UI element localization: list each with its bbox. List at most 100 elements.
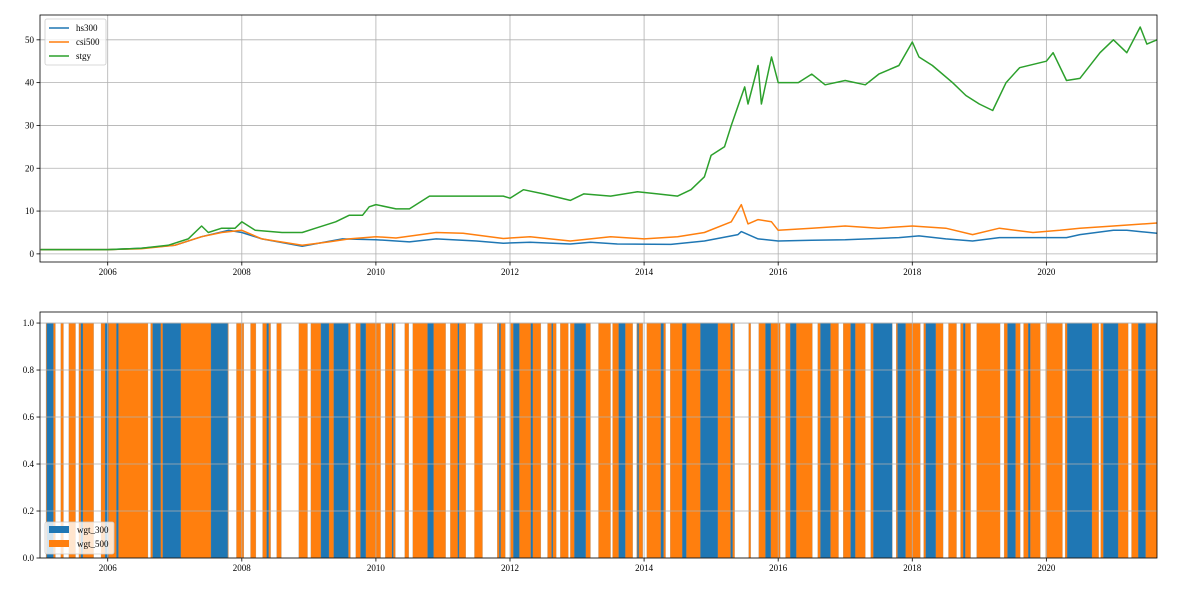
x-tick-label: 2016 [769, 563, 788, 573]
x-tick-label: 2006 [99, 267, 118, 277]
bar-wgt-500 [474, 322, 483, 558]
series-line-csi500 [40, 203, 1157, 251]
bar-wgt-300 [427, 322, 434, 558]
legend-label: wgt_300 [77, 525, 109, 535]
series-line-hs300 [40, 229, 1157, 251]
bar-wgt-300 [333, 322, 349, 558]
plot-area [40, 26, 1157, 251]
bar-wgt-300 [700, 322, 719, 558]
bar-wgt-300 [320, 322, 330, 558]
bar-wgt-300 [360, 322, 367, 558]
bar-wgt-300 [391, 322, 394, 558]
y-tick-label: 0.0 [23, 553, 35, 563]
bar-wgt-500 [250, 322, 257, 558]
y-tick-label: 30 [25, 120, 35, 130]
y-tick-label: 0.6 [23, 412, 35, 422]
y-tick-label: 20 [25, 163, 35, 173]
bar-wgt-300 [682, 322, 687, 558]
x-tick-label: 2010 [367, 267, 386, 277]
axes-frame [39, 14, 1158, 263]
top-axes-equity-curves: 2006 2008 2010 2012 2014 2016 2018 2020 0 10 20 30 4… [25, 14, 1158, 277]
bar-wgt-300 [513, 322, 520, 558]
bar-wgt-300 [210, 322, 228, 558]
bar-wgt-300 [850, 322, 856, 558]
bottom-axes-weights: 2006 2008 2010 2012 2014 2016 2018 2020 0.0 0.2 0.… [23, 311, 1158, 573]
bar-wgt-300 [873, 322, 893, 558]
bar-wgt-500 [298, 322, 308, 558]
bar-wgt-300 [730, 322, 733, 558]
x-tick-label: 2016 [769, 267, 788, 277]
x-tick-label: 2018 [903, 563, 922, 573]
x-tick-label: 2014 [635, 267, 654, 277]
bar-wgt-500 [748, 322, 751, 558]
legend-label: wgt_500 [77, 539, 109, 549]
bar-wgt-300 [1028, 322, 1031, 558]
bar-wgt-500 [960, 322, 971, 558]
x-tick-label: 2010 [367, 563, 386, 573]
y-tick-label: 0.4 [23, 459, 35, 469]
x-tick-label: 2008 [233, 563, 252, 573]
bar-wgt-500 [355, 322, 381, 558]
legend-frame [44, 18, 107, 66]
series-line-stgy [40, 26, 1157, 251]
bar-wgt-300 [660, 322, 664, 558]
bar-wgt-500 [236, 322, 245, 558]
x-tick-label: 2008 [233, 267, 252, 277]
y-tick-label: 10 [25, 206, 35, 216]
bar-wgt-300 [765, 322, 772, 558]
bar-wgt-300 [1103, 322, 1119, 558]
bar-wgt-300 [162, 322, 181, 558]
bar-wgt-500 [497, 322, 506, 558]
bar-wgt-300 [618, 322, 626, 558]
legend-label: csi500 [76, 37, 100, 47]
legend-label: hs300 [76, 23, 98, 33]
bar-wgt-300 [963, 322, 966, 558]
bar-wgt-300 [790, 322, 797, 558]
x-tick-label: 2012 [501, 267, 519, 277]
legend: wgt_300 wgt_500 [44, 521, 115, 555]
legend: hs300 csi500 stgy [44, 18, 107, 66]
x-tick-label: 2012 [501, 563, 519, 573]
bar-wgt-500 [1045, 322, 1063, 558]
bar-wgt-300 [457, 322, 460, 558]
bar-wgt-300 [897, 322, 906, 558]
x-tick-label: 2020 [1037, 563, 1056, 573]
bar-wgt-500 [404, 322, 409, 558]
bar-wgt-300 [1066, 322, 1093, 558]
bar-wgt-300 [637, 322, 639, 558]
bar-wgt-300 [925, 322, 936, 558]
axes-frame [39, 311, 1158, 559]
bar-wgt-500 [385, 322, 396, 558]
y-tick-label: 1.0 [23, 318, 35, 328]
bar-wgt-300 [1007, 322, 1016, 558]
bar-wgt-500 [976, 322, 1001, 558]
bar-wgt-300 [530, 322, 533, 558]
legend-swatch-wgt_300 [49, 526, 69, 533]
bar-wgt-300 [820, 322, 831, 558]
bar-wgt-300 [499, 322, 501, 558]
y-tick-label: 0.8 [23, 365, 35, 375]
bar-wgt-500 [948, 322, 957, 558]
legend-label: stgy [76, 51, 92, 61]
bar-wgt-300 [1138, 322, 1146, 558]
bars-area [45, 322, 1157, 558]
bar-wgt-500 [1023, 322, 1041, 558]
bar-wgt-500 [100, 322, 149, 558]
bar-wgt-500 [560, 322, 569, 558]
bar-wgt-500 [598, 322, 611, 558]
bar-wgt-300 [266, 322, 269, 558]
x-tick-label: 2020 [1037, 267, 1056, 277]
bar-wgt-300 [551, 322, 554, 558]
y-tick-label: 40 [25, 78, 35, 88]
bar-wgt-300 [116, 322, 119, 558]
y-tick-label: 0.2 [23, 506, 34, 516]
bar-wgt-300 [574, 322, 586, 558]
bar-wgt-500 [276, 322, 282, 558]
legend-swatch-wgt_500 [49, 540, 69, 547]
bar-wgt-300 [152, 322, 161, 558]
y-tick-label: 50 [25, 35, 35, 45]
x-tick-label: 2006 [99, 563, 118, 573]
x-tick-label: 2018 [903, 267, 922, 277]
bar-wgt-500 [785, 322, 813, 558]
